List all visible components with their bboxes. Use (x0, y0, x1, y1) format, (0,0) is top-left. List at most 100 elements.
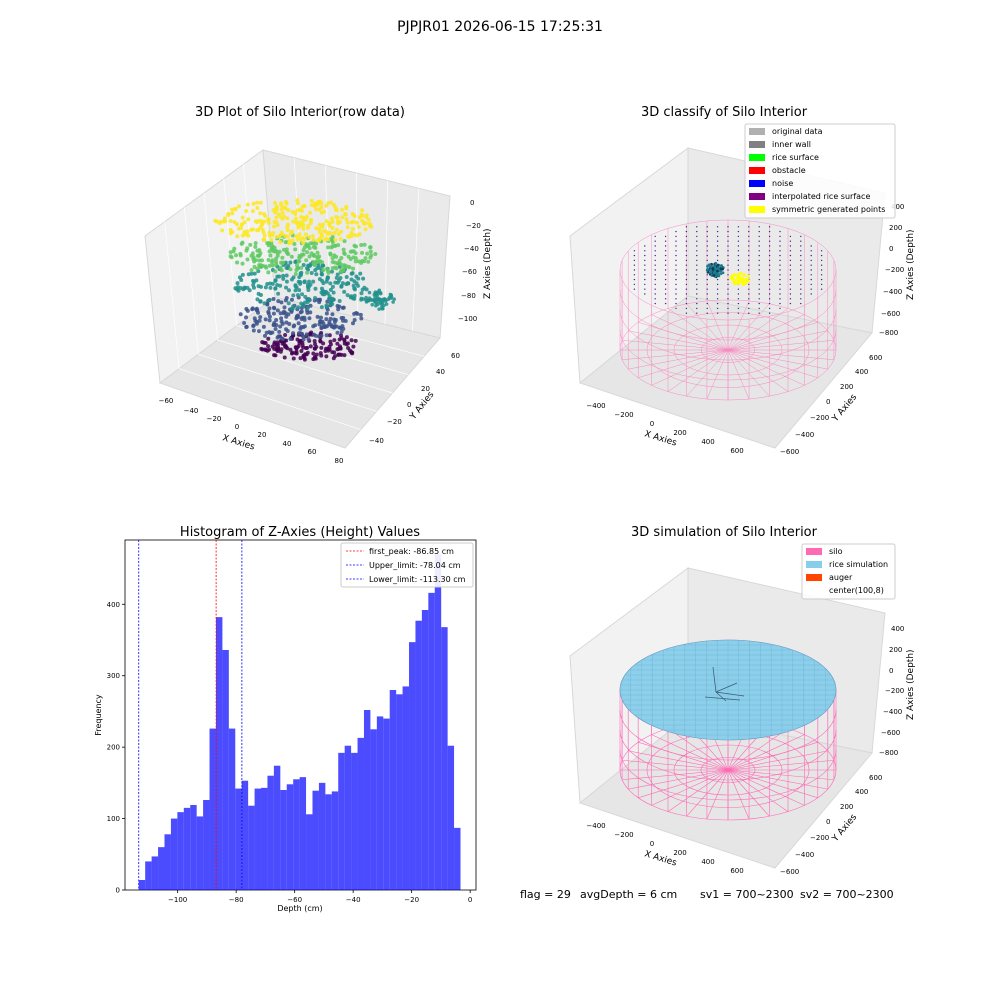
classify-surface-point (664, 254, 667, 257)
classify-surface-point (779, 307, 781, 310)
classify-surface-point (820, 283, 823, 286)
raw-point (347, 348, 352, 353)
avg-depth-readout: avgDepth = 6 cm (580, 888, 678, 901)
classify-surface-point (706, 259, 708, 262)
raw-point (289, 254, 294, 259)
raw-point (332, 230, 337, 235)
simulation-legend-swatch (806, 587, 822, 594)
raw-point (293, 283, 298, 288)
raw-point (367, 290, 372, 295)
classify-surface-point (675, 240, 677, 242)
raw-xtick: 40 (283, 440, 292, 448)
classify-silo-spoke (638, 349, 729, 379)
raw-point (261, 324, 266, 329)
raw-point (266, 309, 271, 314)
raw-point (267, 263, 272, 268)
raw-point (275, 282, 280, 287)
classify-surface-point (758, 259, 760, 262)
classify-surface-point (758, 293, 760, 295)
raw-point (251, 328, 256, 333)
classify-legend-entry: symmetric generated points (749, 205, 885, 214)
raw-point (258, 299, 263, 304)
raw-point (295, 198, 300, 203)
raw-point (291, 324, 296, 329)
raw-point (309, 270, 314, 275)
classify-surface-point (654, 264, 656, 266)
raw-point (255, 266, 260, 271)
raw-point (293, 247, 298, 252)
classify-surface-point (800, 269, 802, 271)
classify-surface-point (716, 240, 719, 242)
raw-point (278, 240, 283, 245)
raw-point (331, 202, 336, 207)
histogram-ytick-label: 400 (107, 601, 120, 609)
classify-surface-point (768, 283, 771, 286)
classify-surface-point (654, 240, 656, 242)
classify-surface-point (685, 250, 688, 252)
raw-point (272, 322, 277, 327)
simulation-legend-entry: center(100,8) (806, 586, 884, 595)
raw-point (319, 290, 324, 295)
raw-point-cloud (213, 198, 397, 362)
raw-point (336, 221, 341, 226)
raw-point (306, 305, 311, 310)
raw-point (286, 208, 291, 213)
raw-point (277, 234, 282, 239)
raw-xtick: 80 (335, 457, 344, 465)
classify-surface-point (664, 235, 667, 238)
classify-surface-point (696, 240, 698, 242)
histogram-ylabel: Frequency (94, 694, 103, 736)
classify-surface-point (664, 264, 667, 266)
classify-surface-point (675, 235, 677, 238)
classify-surface-point (685, 288, 688, 290)
raw-point (263, 348, 268, 353)
raw-point (334, 227, 339, 232)
raw-point (267, 306, 272, 311)
classify-surface-point (768, 269, 771, 271)
raw-point (278, 311, 283, 316)
raw-point (251, 280, 256, 285)
raw-point (288, 240, 293, 245)
raw-point (251, 255, 256, 260)
classify-surface-point (758, 254, 760, 257)
raw-point (331, 290, 336, 295)
raw-point (221, 219, 226, 224)
raw-point (365, 251, 370, 256)
simulation-silo-spoke (727, 769, 805, 806)
simulation-silo-spoke (727, 769, 818, 799)
raw-point (311, 324, 316, 329)
raw-point (343, 212, 348, 217)
raw-point (354, 233, 359, 238)
raw-point (253, 244, 258, 249)
classify-surface-point (768, 293, 771, 295)
classify-surface-point (810, 264, 812, 266)
raw-point (358, 312, 363, 317)
raw-point (349, 230, 354, 235)
raw-point (300, 292, 305, 297)
classify-surface-point (810, 250, 812, 252)
raw-point (259, 346, 264, 351)
classify-surface-point (748, 293, 750, 295)
raw-point (334, 208, 339, 213)
raw-point (367, 221, 372, 226)
classify-surface-point (696, 226, 698, 228)
classify-surface-point (706, 312, 708, 314)
raw-point (266, 221, 271, 226)
classify-surface-point (737, 302, 740, 305)
classify-surface-point (706, 245, 708, 247)
raw-point (334, 275, 339, 280)
simulation-silo-spoke (727, 769, 770, 817)
raw-point (342, 265, 347, 270)
classify-surface-point (779, 245, 781, 247)
classify-surface-point (810, 269, 812, 271)
raw-point (327, 223, 332, 228)
histogram-vlines (138, 540, 243, 890)
raw-point (311, 237, 316, 242)
classify-silo-spoke (727, 339, 834, 351)
classify-surface-point (800, 250, 802, 252)
raw-point (308, 344, 313, 349)
raw-point (260, 263, 265, 268)
classify-ytick: 400 (855, 368, 868, 376)
classify-legend-entry: rice surface (749, 153, 819, 162)
classify-surface-point (748, 283, 750, 286)
